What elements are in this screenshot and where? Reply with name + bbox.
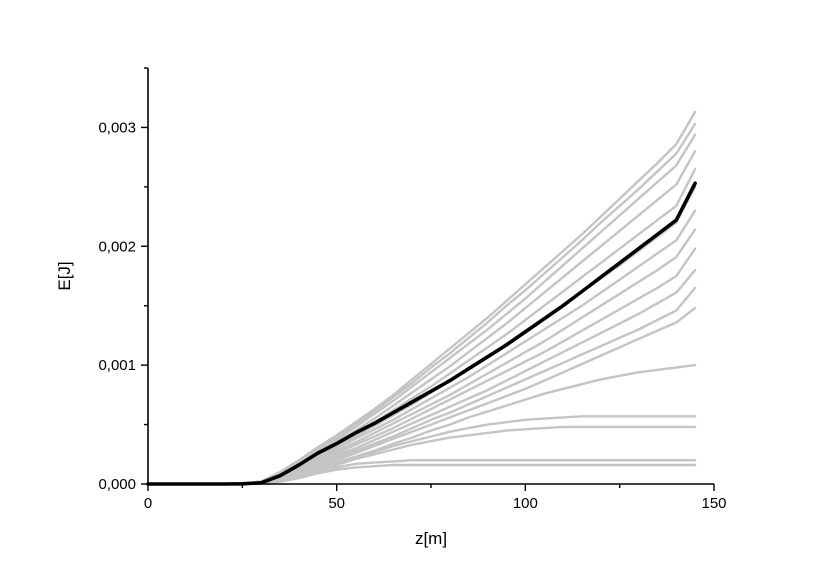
mean-series-line [146, 181, 697, 486]
x-axis-title: z[m] [415, 529, 447, 548]
y-axis-title: E[J] [55, 261, 74, 290]
x-tick-label: 100 [513, 495, 538, 512]
ensemble-series-line-3 [146, 133, 697, 486]
y-tick-label: 0,000 [98, 476, 136, 493]
ensemble-series-line-2 [146, 122, 697, 486]
y-tick-label: 0,001 [98, 357, 136, 374]
x-tick-label: 50 [328, 495, 345, 512]
ensemble-series-line-16 [146, 459, 697, 486]
y-tick-label: 0,002 [98, 238, 136, 255]
x-tick-label: 0 [144, 495, 152, 512]
ticks-layer: 0 50 100 150 0,000 0,001 0,002 0,003 [98, 67, 727, 512]
ensemble-series-line-17 [146, 463, 697, 486]
axes-layer [147, 68, 714, 485]
y-tick-label: 0,003 [98, 119, 136, 136]
ensemble-series-line-15 [146, 425, 697, 486]
series-layer [146, 110, 697, 486]
x-tick-label: 150 [701, 495, 726, 512]
